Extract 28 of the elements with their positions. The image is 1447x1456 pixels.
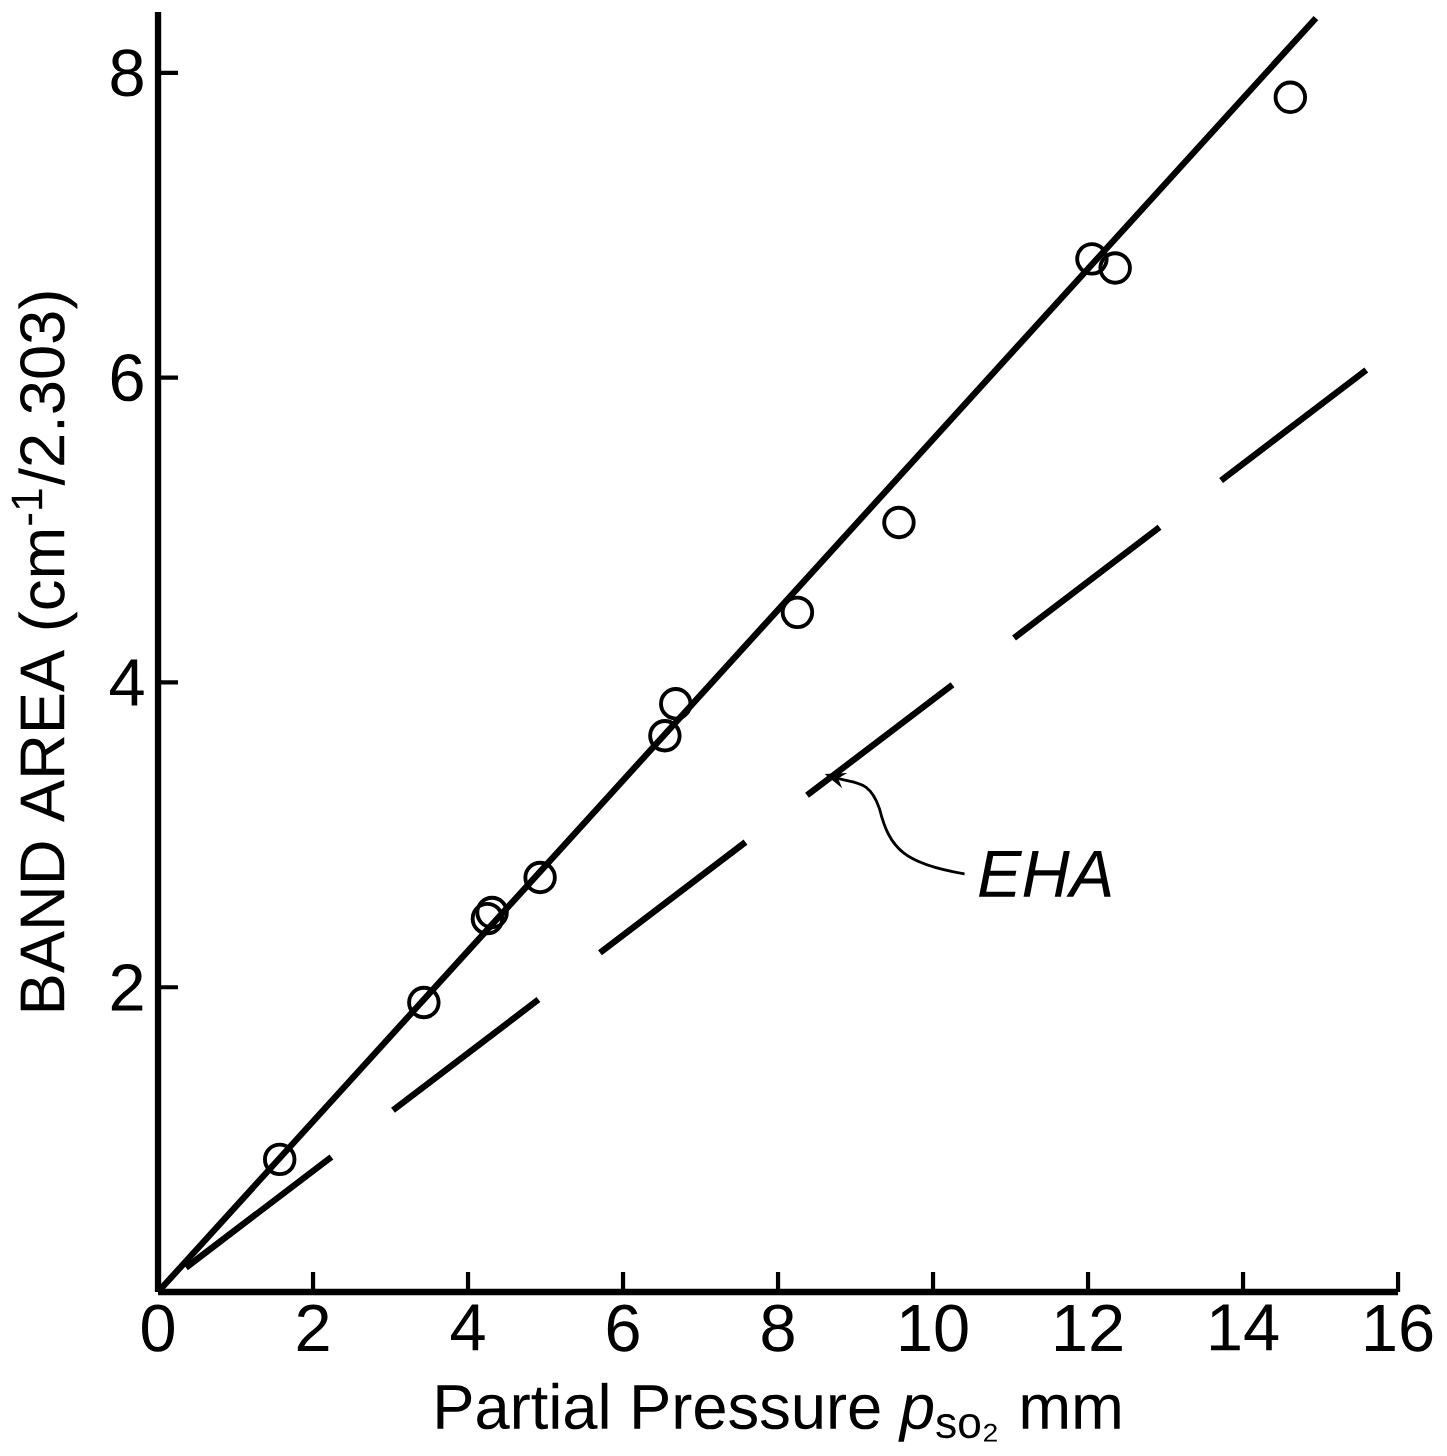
point [780,595,815,630]
point [1273,80,1308,115]
x-tick-label: 4 [451,1304,485,1351]
x-tick-label: 2 [297,1304,329,1352]
x-tick-label: 8 [762,1304,794,1352]
point [648,719,682,753]
point [470,901,505,936]
point [475,895,509,930]
point [1075,242,1109,276]
annotation: EHA [979,850,1111,897]
y-tick-label: 2 [111,963,143,1011]
point [882,505,916,540]
x-axis-title: Partial Pressure p$_{so₂}$ mm [437,1382,1120,1442]
point [1098,251,1132,285]
x-tick-label: 10 [901,1304,968,1352]
point [263,1142,297,1177]
y-axis-title: BAND AREA (cm$^{-1}$/2.303) [11,292,78,1011]
point [659,687,693,721]
y-tick-label: 6 [111,354,143,402]
point [523,860,557,895]
x-tick-label: 14 [1211,1304,1279,1351]
x-tick-label: 16 [1366,1304,1433,1352]
x-tick-label: 6 [607,1304,639,1352]
y-tick-label: 8 [111,49,143,97]
x-tick-label: 12 [1056,1304,1122,1352]
x-tick-label: 0 [142,1304,175,1352]
point [407,985,441,1020]
y-tick-label: 4 [110,659,144,706]
